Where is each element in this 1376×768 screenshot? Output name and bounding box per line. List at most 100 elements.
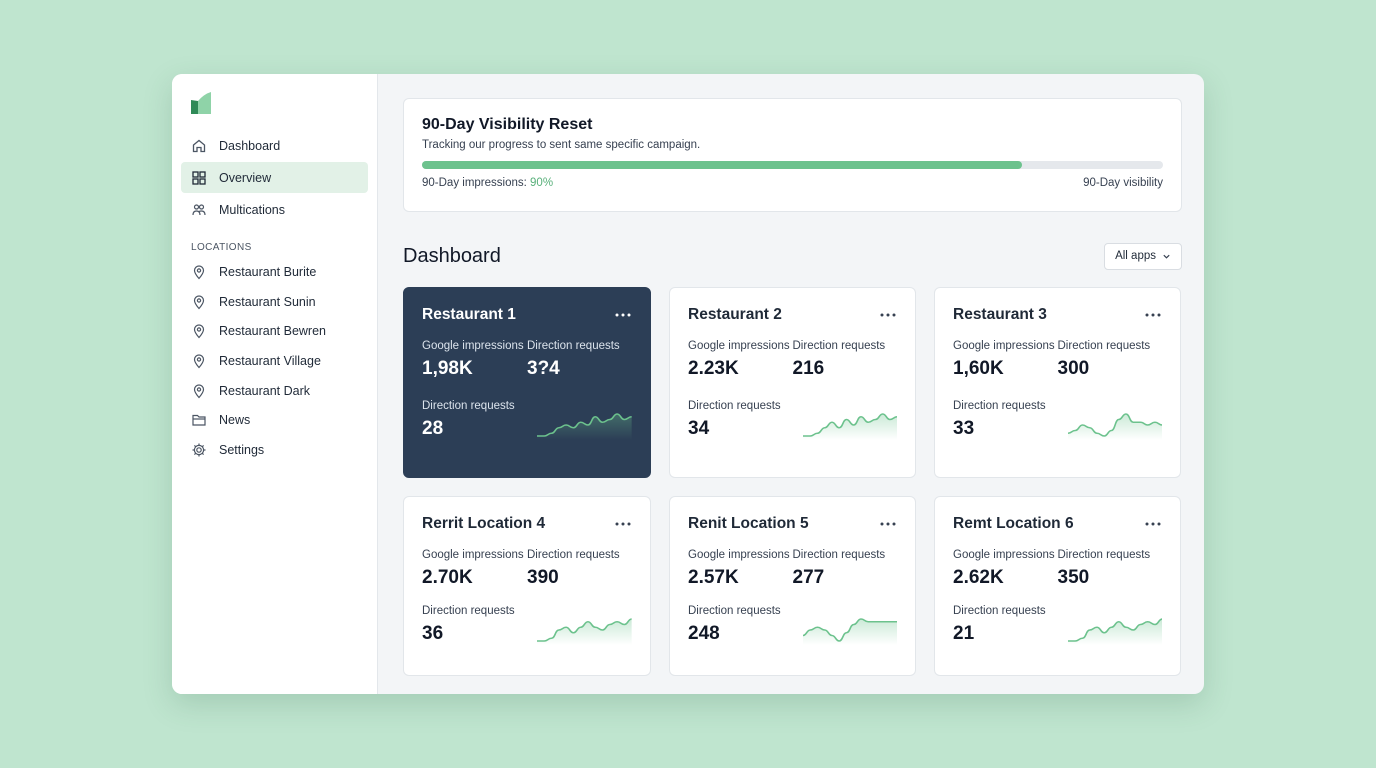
more-options-icon[interactable] [1144, 312, 1162, 318]
sidebar-item-location[interactable]: Restaurant Bewren [181, 316, 368, 346]
stat-direction-requests-secondary: Direction requests 34 [688, 400, 803, 440]
location-card-grid: Restaurant 1 Google impressions 1,98K Di… [403, 287, 1182, 676]
stat-label: Google impressions [688, 549, 790, 561]
brand-logo-icon [191, 92, 211, 114]
stat-google-impressions: Google impressions 2.70K [422, 549, 527, 589]
stat-value: 34 [688, 418, 710, 439]
card-title: Restaurant 1 [422, 306, 516, 323]
app-window: Dashboard Overview Multications LOCATION… [172, 74, 1204, 694]
sidebar-item-location[interactable]: Restaurant Burite [181, 257, 368, 287]
stat-google-impressions: Google impressions 2.57K [688, 549, 793, 589]
stat-value: 390 [527, 567, 559, 588]
stat-label: Google impressions [422, 549, 524, 561]
card-title: Renit Location 5 [688, 515, 809, 532]
dashboard-header: Dashboard All apps [403, 242, 1182, 270]
gear-icon [191, 442, 207, 458]
location-card-5[interactable]: Renit Location 5 Google impressions 2.57… [669, 496, 916, 676]
stat-google-impressions: Google impressions 2.62K [953, 549, 1058, 589]
more-options-icon[interactable] [879, 312, 897, 318]
stat-label: Direction requests [527, 340, 620, 352]
folder-icon [191, 412, 207, 428]
sidebar-item-location[interactable]: Restaurant Village [181, 346, 368, 376]
main-content: 90-Day Visibility Reset Tracking our pro… [378, 74, 1204, 694]
stat-google-impressions: Google impressions 1,98K [422, 340, 527, 380]
impressions-summary: 90-Day impressions: 90% [422, 177, 553, 189]
sidebar-item-label: Dashboard [219, 138, 281, 153]
stat-value: 277 [792, 567, 825, 588]
more-options-icon[interactable] [1144, 521, 1162, 527]
stat-google-impressions: Google impressions 1,60K [953, 340, 1058, 380]
visibility-label: 90-Day visibility [1083, 177, 1163, 189]
card-title: Restaurant 3 [953, 306, 1047, 323]
stat-label: Direction requests [792, 549, 886, 561]
map-pin-icon [191, 294, 207, 310]
apps-filter-value: All apps [1115, 250, 1156, 262]
sparkline-line [802, 618, 897, 642]
map-pin-icon [191, 383, 207, 399]
card-title: Rerrit Location 4 [422, 515, 546, 532]
sparkline-chart [1067, 413, 1162, 440]
stat-value: 2.62K [953, 567, 1004, 588]
stat-label: Google impressions [422, 340, 524, 352]
sidebar: Dashboard Overview Multications LOCATION… [172, 74, 378, 694]
stat-label: Direction requests [422, 400, 515, 412]
sparkline-area [802, 414, 897, 440]
stat-value: 350 [1057, 567, 1090, 588]
sidebar-item-location[interactable]: Restaurant Sunin [181, 287, 368, 317]
apps-filter-dropdown[interactable]: All apps [1104, 242, 1182, 270]
stat-direction-requests: Direction requests 350 [1058, 549, 1163, 589]
campaign-footer: 90-Day impressions: 90% 90-Day visibilit… [422, 177, 1163, 189]
stat-label: Direction requests [688, 605, 781, 617]
impressions-label: 90-Day impressions: [422, 177, 527, 189]
sparkline-area [537, 414, 632, 440]
sparkline-chart [1067, 618, 1162, 645]
location-card-1[interactable]: Restaurant 1 Google impressions 1,98K Di… [403, 287, 651, 478]
card-title: Restaurant 2 [688, 306, 782, 323]
sidebar-item-multications[interactable]: Multications [181, 194, 368, 225]
sidebar-item-dashboard[interactable]: Dashboard [181, 130, 368, 161]
campaign-subtitle: Tracking our progress to sent same speci… [422, 139, 701, 151]
sparkline-area [1067, 619, 1162, 645]
stat-label: Direction requests [1057, 549, 1151, 561]
sidebar-item-overview[interactable]: Overview [181, 162, 368, 193]
sparkline-line [1067, 618, 1162, 642]
sparkline-line [802, 413, 897, 437]
stat-value: 36 [422, 623, 444, 644]
sidebar-item-label: Restaurant Bewren [219, 324, 327, 339]
stat-value: 300 [1057, 358, 1090, 379]
sparkline-line [537, 413, 632, 437]
more-options-icon[interactable] [614, 312, 632, 318]
stat-google-impressions: Google impressions 2.23K [688, 340, 793, 380]
sidebar-item-settings[interactable]: Settings [181, 435, 368, 465]
chevron-down-icon [1163, 254, 1170, 259]
campaign-title: 90-Day Visibility Reset [422, 116, 593, 133]
location-card-2[interactable]: Restaurant 2 Google impressions 2.23K Di… [669, 287, 916, 478]
stat-direction-requests: Direction requests 300 [1058, 340, 1163, 380]
stat-direction-requests-secondary: Direction requests 21 [953, 605, 1068, 645]
stat-value: 3?4 [527, 358, 560, 379]
more-options-icon[interactable] [879, 521, 897, 527]
stat-label: Direction requests [953, 605, 1046, 617]
page-title: Dashboard [403, 244, 501, 267]
sidebar-item-label: Restaurant Dark [219, 383, 311, 398]
map-pin-icon [191, 353, 207, 369]
sidebar-item-location[interactable]: Restaurant Dark [181, 376, 368, 406]
sidebar-item-label: Overview [219, 170, 272, 185]
location-card-6[interactable]: Remt Location 6 Google impressions 2.62K… [934, 496, 1181, 676]
location-card-3[interactable]: Restaurant 3 Google impressions 1,60K Di… [934, 287, 1181, 478]
sidebar-item-label: Restaurant Village [219, 353, 321, 368]
stat-label: Direction requests [527, 549, 620, 561]
stat-direction-requests-secondary: Direction requests 248 [688, 605, 803, 645]
stat-label: Google impressions [953, 340, 1055, 352]
more-options-icon[interactable] [614, 521, 632, 527]
stat-direction-requests-secondary: Direction requests 33 [953, 400, 1068, 440]
stat-label: Direction requests [422, 605, 515, 617]
sparkline-line [1067, 413, 1162, 437]
stat-direction-requests: Direction requests 3?4 [527, 340, 632, 380]
location-card-4[interactable]: Rerrit Location 4 Google impressions 2.7… [403, 496, 651, 676]
sidebar-item-news[interactable]: News [181, 405, 368, 435]
sparkline-chart [802, 413, 897, 440]
stat-label: Google impressions [953, 549, 1055, 561]
stat-label: Direction requests [792, 340, 886, 352]
stat-direction-requests-secondary: Direction requests 28 [422, 400, 537, 440]
